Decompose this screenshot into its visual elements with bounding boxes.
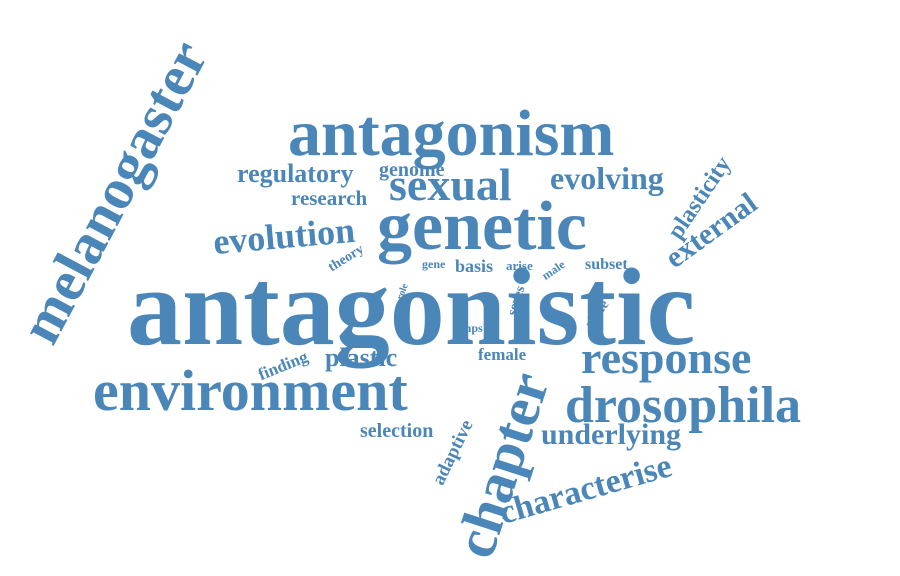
word-chapter: chapter bbox=[445, 366, 559, 565]
word-plastic: plastic bbox=[325, 345, 397, 371]
word-gene: gene bbox=[422, 258, 445, 270]
word-evolving: evolving bbox=[550, 162, 664, 194]
word-snps: snps bbox=[460, 322, 483, 334]
word-research: research bbox=[291, 188, 367, 209]
word-selection: selection bbox=[360, 421, 433, 441]
word-regulatory: regulatory bbox=[237, 161, 354, 187]
word-underlying: underlying bbox=[541, 420, 681, 450]
word-subset: subset bbox=[585, 257, 628, 273]
word-antagonism: antagonism bbox=[288, 101, 614, 167]
word-arise: arise bbox=[506, 259, 533, 272]
word-response: response bbox=[581, 335, 751, 381]
word-genome: genome bbox=[379, 160, 445, 180]
word-female: female bbox=[478, 346, 526, 363]
word-basis: basis bbox=[455, 257, 493, 275]
